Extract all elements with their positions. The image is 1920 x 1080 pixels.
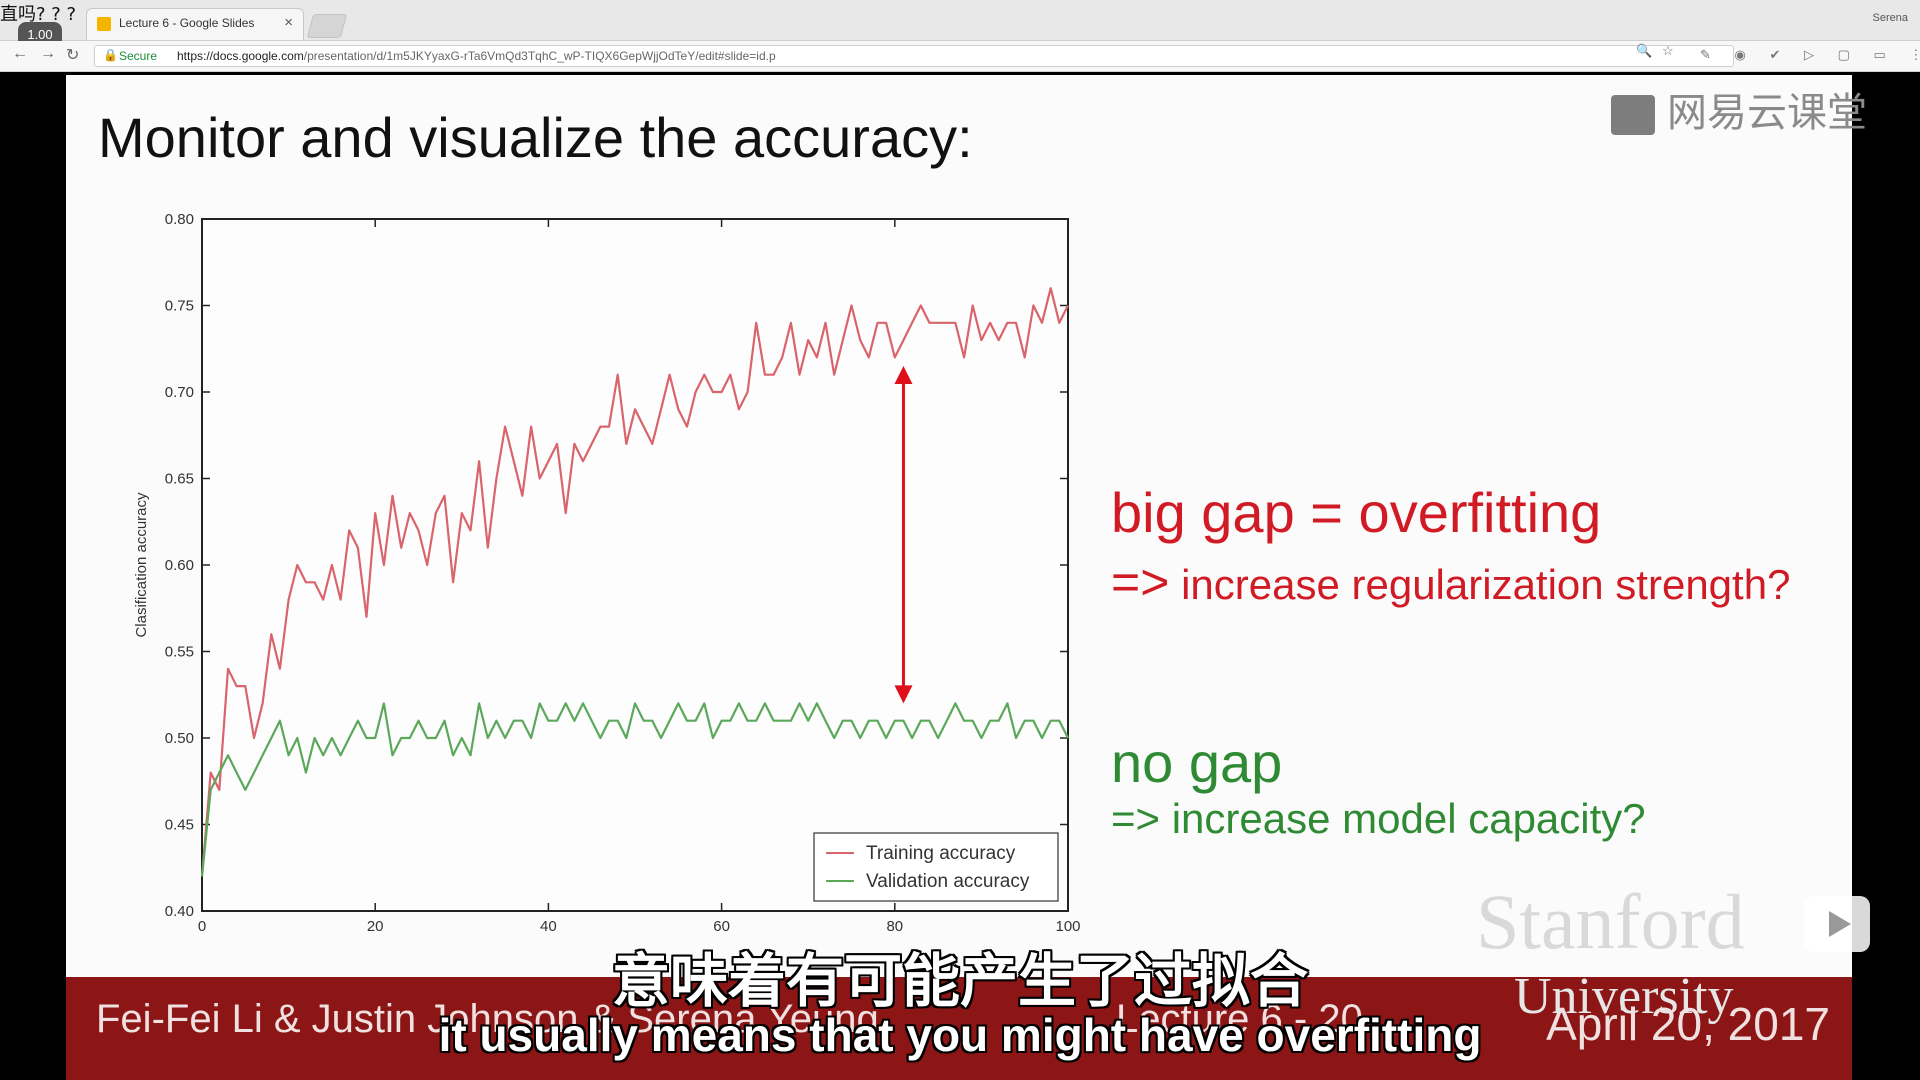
- chart-legend: Training accuracy Validation accuracy: [813, 832, 1059, 902]
- footer-authors: Fei-Fei Li & Justin Johnson & Serena Yeu…: [96, 997, 879, 1041]
- play-button[interactable]: [1804, 896, 1870, 952]
- bookmark-star-icon[interactable]: ☆: [1662, 43, 1674, 58]
- watermark: 网易云课堂: [1611, 80, 1867, 138]
- secure-label: Secure: [119, 49, 158, 63]
- subtitle-chinese: 意味着有可能产生了过拟合: [611, 947, 1308, 1015]
- legend-label: Validation accuracy: [866, 871, 1030, 892]
- tab-close-icon[interactable]: ×: [284, 14, 293, 31]
- profile-name[interactable]: Serena: [1872, 12, 1908, 24]
- slide-canvas: Monitor and visualize the accuracy: 网易云课…: [66, 75, 1867, 1080]
- footer-date: April 20, 2017: [1546, 998, 1830, 1050]
- chart-series: [200, 287, 1069, 877]
- footer-lecture: Lecture 6 - 20: [1116, 997, 1363, 1041]
- x-tick-label: 80: [886, 918, 903, 935]
- subtitle-english: it usually means that you might have ove…: [438, 1009, 1482, 1061]
- no-gap-title: no gap: [1111, 731, 1283, 794]
- x-tick-label: 100: [1055, 918, 1080, 935]
- y-tick-label: 0.45: [165, 817, 194, 834]
- address-bar: ← → ↻ 🔒 Secure https://docs.google.com/p…: [0, 41, 1920, 72]
- big-gap-subtitle: => increase regularization strength?: [1111, 553, 1790, 611]
- stanford-logo-text: Stanford: [1476, 878, 1745, 965]
- y-tick-label: 0.60: [165, 557, 194, 574]
- y-tick-label: 0.75: [165, 298, 194, 315]
- url-path: /presentation/d/1m5JKYyaxG-rTa6VmQd3TqhC…: [303, 49, 776, 63]
- y-ticks: 0.40 0.45 0.50 0.55 0.60 0.65 0.70 0.75 0.80: [165, 211, 1068, 920]
- big-gap-arrow: =>: [1111, 554, 1170, 610]
- x-tick-label: 40: [540, 918, 557, 935]
- university-logo-text: University: [1514, 968, 1734, 1025]
- y-tick-label: 0.40: [165, 903, 194, 920]
- url-text: https://docs.google.com/presentation/d/1…: [177, 49, 776, 63]
- gap-arrow-head-bottom: [894, 685, 913, 704]
- reload-icon[interactable]: ↻: [66, 47, 80, 64]
- extension-icons[interactable]: ✎ ◉ ✔ ▷ ▢ ▭ ⋮: [1700, 47, 1920, 62]
- series-line-training: [200, 287, 1069, 877]
- x-ticks: 0 20 40 60 80 100: [198, 219, 1081, 935]
- player-speed-label: 直吗? ? ?: [0, 4, 77, 25]
- y-tick-label: 0.65: [165, 471, 194, 488]
- legend-label: Training accuracy: [866, 843, 1016, 864]
- slide-title: Monitor and visualize the accuracy:: [98, 106, 973, 169]
- gap-arrow: [894, 366, 913, 704]
- new-tab-button[interactable]: [306, 14, 348, 38]
- zoom-icon[interactable]: 🔍: [1636, 43, 1653, 58]
- y-tick-label: 0.70: [165, 384, 194, 401]
- netease-logo-icon: [1611, 95, 1655, 135]
- big-gap-title: big gap = overfitting: [1111, 481, 1602, 544]
- url-host: https://docs.google.com: [177, 49, 304, 63]
- lock-icon: 🔒: [103, 48, 118, 62]
- legend-box: [813, 832, 1059, 902]
- back-icon[interactable]: ←: [12, 45, 28, 62]
- y-tick-label: 0.55: [165, 644, 194, 661]
- accuracy-chart: 0.40 0.45 0.50 0.55 0.60 0.65 0.70 0.75 0.80 0 20…: [133, 211, 1081, 935]
- url-input[interactable]: 🔒 Secure https://docs.google.com/present…: [94, 45, 1734, 67]
- y-tick-label: 0.50: [165, 730, 194, 747]
- slide-footer: Fei-Fei Li & Justin Johnson & Serena Yeu…: [66, 977, 1852, 1080]
- x-tick-label: 0: [198, 918, 206, 935]
- y-tick-label: 0.80: [165, 211, 194, 228]
- watermark-text: 网易云课堂: [1667, 90, 1867, 136]
- browser-tab-bar: Lecture 6 - Google Slides × Serena: [0, 0, 1920, 41]
- forward-icon[interactable]: →: [40, 45, 56, 62]
- slides-favicon-icon: [97, 17, 111, 31]
- y-axis-label: Clasification accuracy: [133, 492, 150, 638]
- series-line-validation: [200, 702, 1069, 877]
- x-tick-label: 60: [713, 918, 730, 935]
- browser-tab[interactable]: Lecture 6 - Google Slides ×: [86, 8, 304, 40]
- no-gap-action: => increase model capacity?: [1111, 795, 1646, 842]
- x-tick-label: 20: [367, 918, 384, 935]
- gap-arrow-head-top: [894, 366, 913, 385]
- tab-title: Lecture 6 - Google Slides: [119, 16, 255, 30]
- big-gap-action: increase regularization strength?: [1181, 561, 1791, 608]
